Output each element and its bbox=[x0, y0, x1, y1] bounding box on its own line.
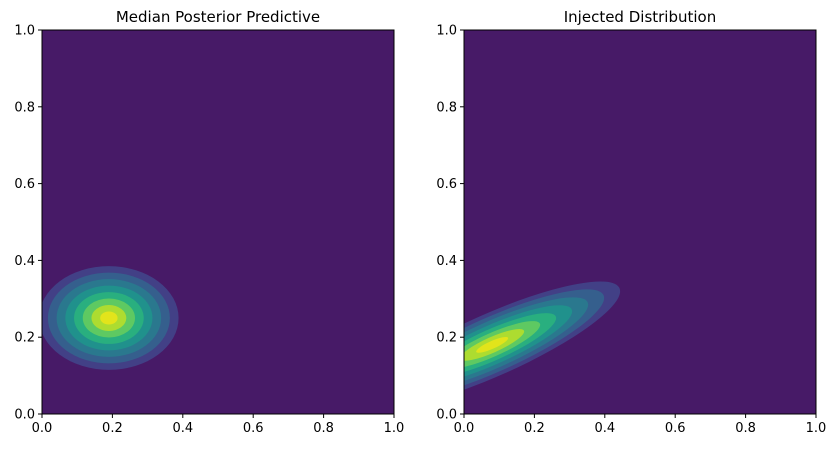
x-tick-label: 1.0 bbox=[384, 421, 405, 436]
y-tick-label: 0.4 bbox=[436, 254, 457, 269]
x-tick-label: 0.0 bbox=[32, 421, 53, 436]
x-tick-label: 1.0 bbox=[806, 421, 827, 436]
x-tick-label: 0.4 bbox=[172, 421, 193, 436]
x-tick-label: 0.6 bbox=[243, 421, 264, 436]
left-plot-frame bbox=[41, 29, 395, 415]
contour-level-8 bbox=[476, 336, 509, 353]
y-tick-label: 0.2 bbox=[436, 331, 457, 346]
right-contour-area bbox=[464, 30, 816, 414]
y-tick-label: 0.4 bbox=[14, 254, 35, 269]
left-axis-ticks: 0.00.0 0.2 0.2 0.4 0.4 0.6 0.6 0.8 0.8 1.0 1.0 bbox=[14, 24, 404, 437]
x-tick-label: 0.4 bbox=[594, 421, 615, 436]
y-tick-label: 1.0 bbox=[14, 24, 35, 39]
right-axis-ticks: 0.00.0 0.2 0.2 0.4 0.4 0.6 0.6 0.8 0.8 1.0 1.0 bbox=[436, 24, 826, 437]
x-tick-label: 0.8 bbox=[735, 421, 756, 436]
right-plot-panel: Injected Distribution 0.00.0 0.2 0.2 0.4 0.4… bbox=[436, 8, 826, 437]
right-plot-frame bbox=[463, 29, 817, 415]
left-plot-panel: Median Posterior Predictive 0.00.0 0.2 0.2… bbox=[14, 8, 404, 436]
y-tick-label: 0.6 bbox=[14, 177, 35, 192]
y-tick-label: 0.8 bbox=[436, 100, 457, 115]
y-tick-label: 0.6 bbox=[436, 177, 457, 192]
left-plot-title: Median Posterior Predictive bbox=[116, 8, 320, 26]
x-tick-label: 0.6 bbox=[665, 421, 686, 436]
x-tick-label: 0.2 bbox=[524, 421, 545, 436]
x-tick-label: 0.2 bbox=[102, 421, 123, 436]
y-tick-label: 0.0 bbox=[14, 408, 35, 423]
y-tick-label: 1.0 bbox=[436, 24, 457, 39]
x-tick-label: 0.8 bbox=[313, 421, 334, 436]
right-plot-title: Injected Distribution bbox=[564, 8, 716, 26]
y-tick-label: 0.8 bbox=[14, 100, 35, 115]
contour-level-8 bbox=[100, 311, 118, 325]
y-tick-label: 0.0 bbox=[436, 408, 457, 423]
y-tick-label: 0.2 bbox=[14, 331, 35, 346]
x-tick-label: 0.0 bbox=[454, 421, 475, 436]
left-contour-area bbox=[42, 30, 394, 414]
